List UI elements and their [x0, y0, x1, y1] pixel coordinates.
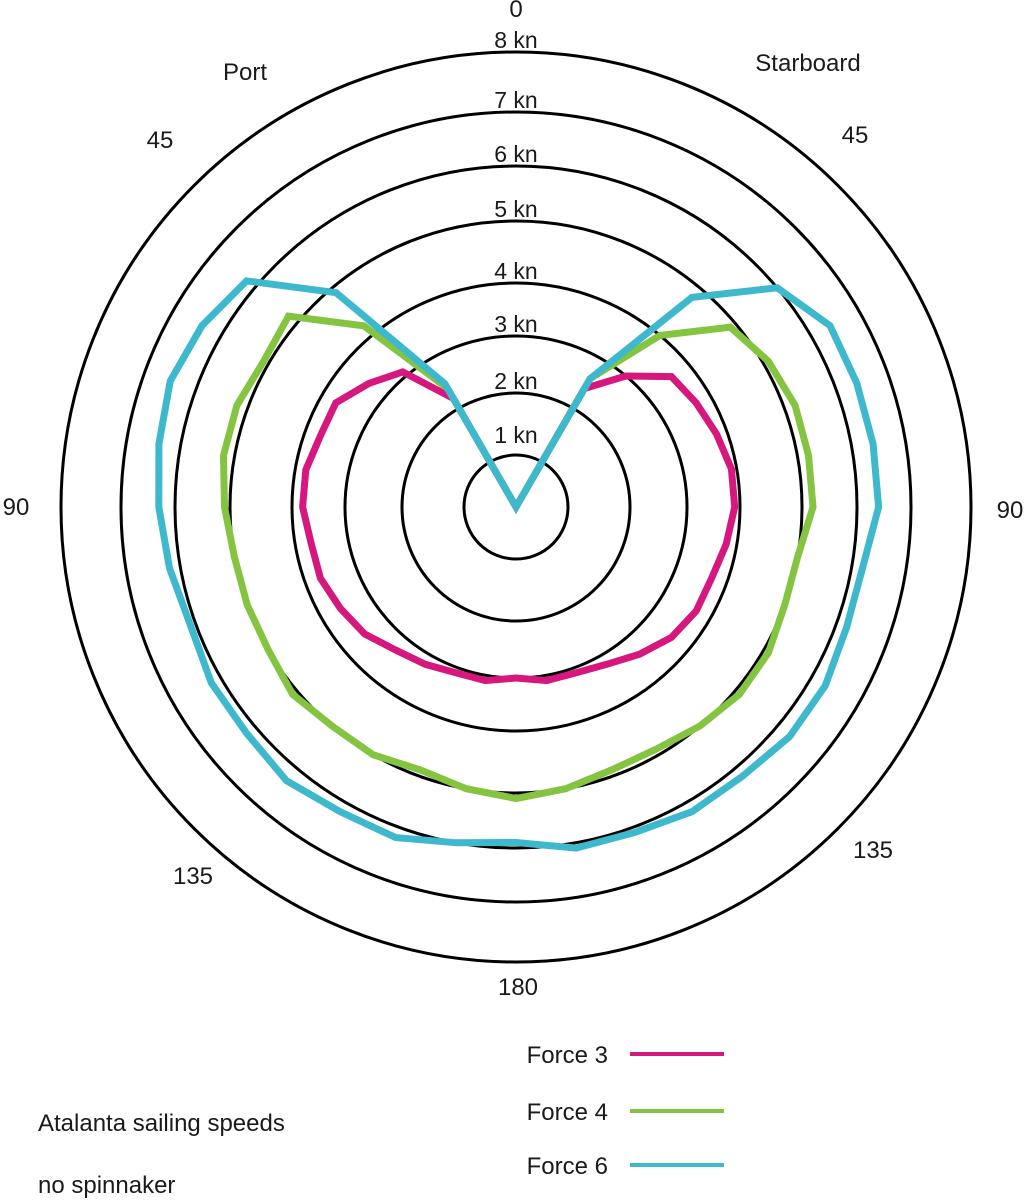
radial-tick-label: 5 kn	[494, 196, 537, 222]
tick-label-bg	[486, 255, 546, 281]
starboard-label: Starboard	[755, 50, 860, 77]
angle-label-45-starboard: 45	[842, 122, 869, 149]
radial-rings	[59, 50, 973, 964]
radial-tick-label: 4 kn	[494, 258, 537, 284]
radial-tick-label: 7 kn	[494, 87, 537, 113]
angle-label-0-center: 0	[509, 0, 522, 23]
angle-label-135-starboard: 135	[853, 837, 893, 864]
angle-labels: 0 45 45 90 90 135 135 180	[3, 0, 1024, 1001]
ring-1-kn	[462, 453, 570, 561]
legend: Force 3 Force 4 Force 6	[527, 1042, 724, 1180]
tick-label-bg	[486, 193, 546, 219]
ring-6-kn	[173, 164, 859, 850]
ring-7-kn	[119, 110, 913, 904]
radial-tick-label: 3 kn	[494, 311, 537, 337]
chart-title: Atalanta sailing speeds	[38, 1110, 285, 1137]
tick-label-bg	[486, 419, 546, 445]
angle-label-180-center: 180	[498, 974, 538, 1001]
series-force-4	[219, 312, 817, 803]
radial-tick-labels: 1 kn 2 kn 3 kn 4 kn 5 kn 6 kn 7 kn 8 kn	[486, 24, 546, 448]
radial-tick-label: 1 kn	[494, 422, 537, 448]
port-label: Port	[223, 59, 267, 86]
legend-label: Force 3	[527, 1042, 608, 1069]
tick-label-bg	[486, 84, 546, 110]
tick-label-bg	[486, 24, 546, 50]
ring-8-kn	[59, 50, 973, 964]
radial-tick-label: 6 kn	[494, 141, 537, 167]
angle-label-135-port: 135	[173, 863, 213, 890]
tick-label-bg	[486, 138, 546, 164]
chart-subtitle: no spinnaker	[38, 1172, 175, 1199]
ring-2-kn	[400, 391, 632, 623]
angle-label-45-port: 45	[147, 127, 174, 154]
angle-label-90-starboard: 90	[997, 497, 1024, 524]
ring-4-kn	[290, 281, 742, 733]
radial-tick-label: 8 kn	[494, 27, 537, 53]
ring-5-kn	[228, 219, 804, 795]
angle-label-90-port: 90	[3, 494, 30, 521]
series-force-6	[155, 277, 883, 852]
legend-label: Force 4	[527, 1099, 608, 1126]
series-force-3	[299, 368, 739, 685]
tick-label-bg	[486, 308, 546, 334]
tick-label-bg	[486, 365, 546, 391]
series-layer	[155, 277, 883, 852]
radial-tick-label: 2 kn	[494, 368, 537, 394]
legend-label: Force 6	[527, 1153, 608, 1180]
